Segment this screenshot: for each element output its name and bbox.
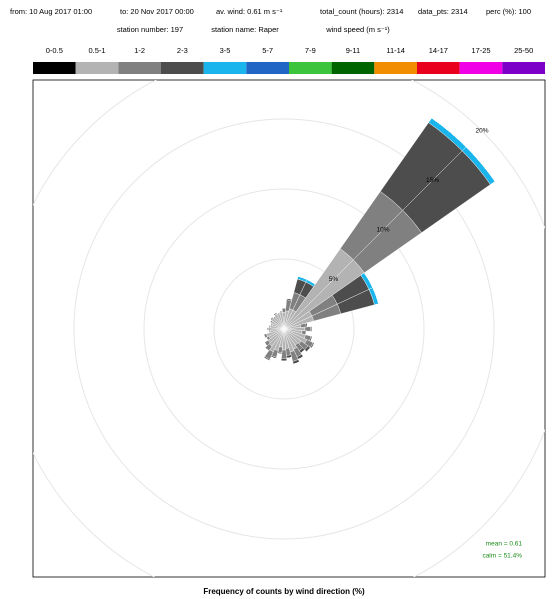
legend-label: 11-14 [386,46,405,55]
legend-label: 5-7 [262,46,273,55]
legend-swatch [459,62,503,74]
legend-label: 2-3 [177,46,188,55]
legend-swatch [417,62,460,74]
legend-label: 1-2 [134,46,145,55]
legend-label: 9-11 [346,46,360,55]
info-from: from: 10 Aug 2017 01:00 [10,7,92,16]
wedge-segment [280,358,288,362]
plot-area: 5% 10% 15% 20% [33,80,545,577]
info-avg-wind: av. wind: 0.61 m s⁻¹ [216,7,283,16]
grid-ring [213,258,355,400]
wedge-segment [306,347,311,352]
wedge-segment [273,312,277,315]
wedge-segment [304,326,311,332]
info-data-pts: data_pts: 2314 [418,7,468,16]
ring-label: 20% [475,128,488,135]
wedge-segment [265,347,269,351]
info-total-count: total_count (hours): 2314 [320,7,403,16]
legend-label: 14-17 [429,46,448,55]
legend-label: 7-9 [305,46,316,55]
legend-swatch [118,62,161,74]
wedge-segment [270,316,273,320]
grid-ring [143,188,425,470]
legend-swatch [502,62,545,74]
legend-swatch [374,62,417,74]
legend-title: wind speed (m s⁻¹) [325,25,390,34]
legend-swatch [203,62,247,74]
ring-label: 5% [329,276,339,283]
station-name: station name: Raper [211,25,279,34]
ring-label: 15% [426,177,439,184]
legend-label: 0-0.5 [46,46,63,55]
annotation-calm: calm = 51.4% [482,553,522,560]
x-axis-label: Frequency of counts by wind direction (%… [203,587,365,596]
legend-label: 3-5 [220,46,231,55]
legend-label: 0.5-1 [88,46,105,55]
legend-swatch [289,62,332,74]
legend-swatch [33,62,76,74]
legend-swatch [161,62,204,74]
ring-label: 10% [376,227,389,234]
legend-swatch [75,62,119,74]
annotation-mean: mean = 0.61 [486,541,523,548]
info-perc: perc (%): 100 [486,7,531,16]
wedge-segment [281,307,287,313]
grid-ring [73,118,495,540]
legend-label: 25-50 [514,46,533,55]
legend-swatch [331,62,375,74]
legend-swatch [246,62,289,74]
legend-label: 17-25 [471,46,490,55]
station-number: station number: 197 [117,25,183,34]
plot-frame [32,79,546,578]
info-to: to: 20 Nov 2017 00:00 [120,7,194,16]
